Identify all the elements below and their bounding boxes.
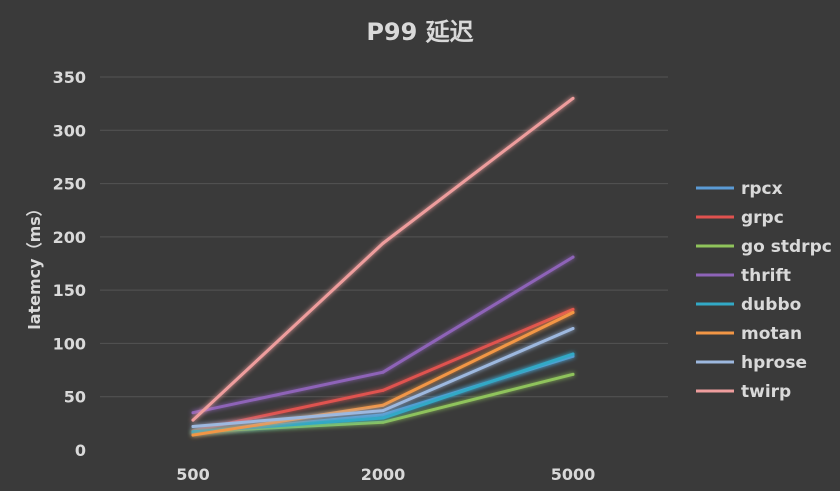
y-tick-label: 200 — [53, 228, 86, 247]
data-point — [191, 411, 195, 415]
legend-label: motan — [741, 324, 802, 344]
series-thrift — [191, 255, 575, 415]
legend-label: thrift — [741, 266, 791, 286]
legend-item: rpcx — [696, 179, 783, 199]
x-tick-label: 2000 — [361, 465, 406, 484]
data-point — [571, 352, 575, 356]
data-point — [381, 370, 385, 374]
data-point — [381, 413, 385, 417]
data-point — [381, 420, 385, 424]
data-point — [571, 307, 575, 311]
y-tick-label: 250 — [53, 175, 86, 194]
series-go-stdrpc — [191, 372, 575, 434]
legend-item: hprose — [696, 353, 807, 373]
legend-label: grpc — [741, 208, 784, 228]
data-point — [191, 430, 195, 434]
legend-item: dubbo — [696, 295, 801, 315]
x-axis-ticks: 500 2000 5000 — [176, 465, 595, 484]
x-tick-label: 500 — [176, 465, 209, 484]
series-lines — [191, 96, 575, 437]
data-point — [191, 425, 195, 429]
legend-item: motan — [696, 324, 802, 344]
data-point — [191, 433, 195, 437]
y-tick-label: 0 — [75, 441, 86, 460]
series-motan — [191, 311, 575, 437]
legend-item: twirp — [696, 382, 791, 402]
y-tick-label: 300 — [53, 121, 86, 140]
y-tick-label: 100 — [53, 334, 86, 353]
data-point — [571, 255, 575, 259]
series-line — [191, 307, 575, 433]
series-hprose — [191, 327, 575, 429]
legend-label: hprose — [741, 353, 807, 373]
legend-item: thrift — [696, 266, 791, 286]
series-twirp — [191, 96, 575, 422]
gridlines — [100, 76, 668, 398]
data-point — [571, 327, 575, 331]
y-tick-label: 150 — [53, 281, 86, 300]
data-point — [381, 403, 385, 407]
data-point — [381, 416, 385, 420]
legend-label: twirp — [741, 382, 791, 402]
series-dubbo — [191, 352, 575, 434]
data-point — [381, 409, 385, 413]
data-point — [571, 372, 575, 376]
data-point — [191, 418, 195, 422]
legend-label: rpcx — [741, 179, 783, 199]
y-axis-ticks: 0 50 100 150 200 250 300 350 — [53, 68, 86, 460]
data-point — [571, 96, 575, 100]
data-point — [571, 311, 575, 315]
y-tick-label: 50 — [64, 388, 86, 407]
legend-label: go stdrpc — [741, 237, 832, 257]
y-axis-label: latemcy（ms） — [25, 200, 44, 330]
chart-title: P99 延迟 — [366, 18, 473, 46]
data-point — [381, 388, 385, 392]
legend: rpcx grpc go stdrpc thrift dubbo motan hprose t… — [696, 179, 832, 402]
data-point — [381, 241, 385, 245]
legend-item: grpc — [696, 208, 784, 228]
x-tick-label: 5000 — [551, 465, 596, 484]
legend-item: go stdrpc — [696, 237, 832, 257]
y-tick-label: 350 — [53, 68, 86, 87]
legend-label: dubbo — [741, 295, 801, 315]
